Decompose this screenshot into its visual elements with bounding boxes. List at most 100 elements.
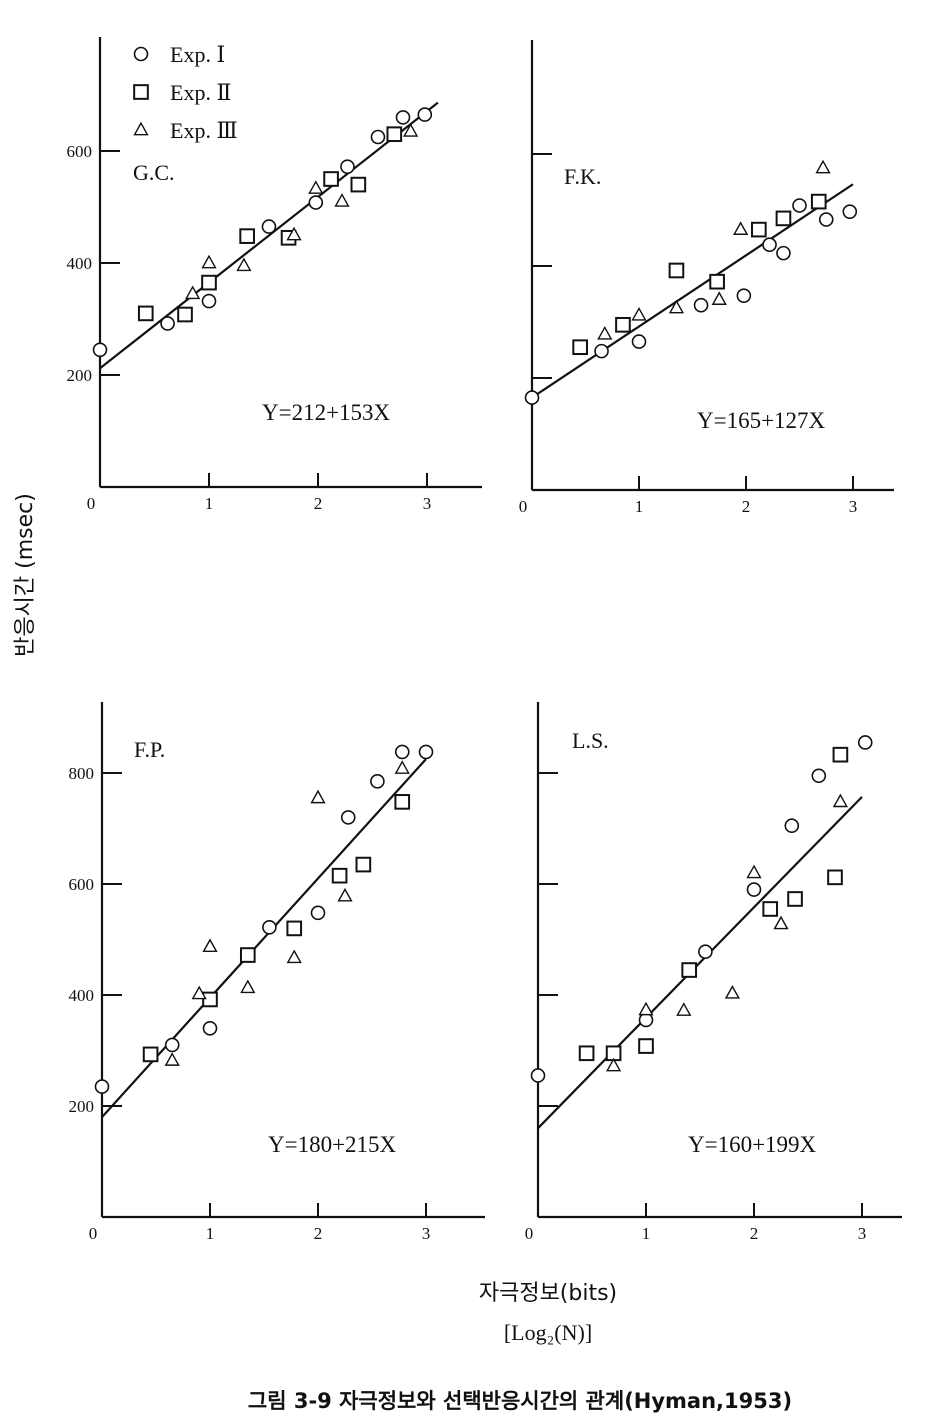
data-point-triangle: [240, 979, 256, 994]
data-point-triangle: [403, 123, 419, 137]
x-axis-label: 자극정보(bits): [479, 1281, 617, 1306]
x-tick-label: 2: [314, 494, 323, 513]
y-tick-label: 600: [69, 875, 95, 894]
x-tick-label: 2: [314, 1224, 323, 1243]
data-point-triangle: [724, 985, 741, 999]
data-point-circle: [842, 204, 858, 219]
data-point-square: [615, 316, 631, 333]
data-point-circle: [201, 293, 217, 309]
subject-label: F.P.: [134, 737, 165, 762]
data-point-triangle: [310, 789, 326, 804]
data-point-triangle: [815, 159, 831, 174]
data-point-circle: [811, 768, 827, 784]
x-axis-label-formula: [Log₂(N)]: [504, 1320, 592, 1345]
x-tick-label: 1: [205, 494, 214, 513]
x-tick-label: 1: [642, 1224, 651, 1243]
y-tick-label: 400: [67, 254, 93, 273]
data-point-square: [787, 891, 803, 907]
data-point-square: [286, 920, 303, 937]
data-point-circle: [736, 288, 752, 303]
data-point-square: [142, 1046, 159, 1063]
data-point-circle: [310, 905, 326, 921]
x-tick-label: 3: [422, 1224, 431, 1243]
regression-equation: Y=160+199X: [688, 1132, 817, 1157]
subject-label: F.K.: [564, 164, 601, 189]
x-tick-label: 2: [742, 497, 751, 516]
data-point-square: [239, 228, 255, 244]
data-point-square: [638, 1038, 654, 1054]
data-point-triangle: [605, 1057, 622, 1072]
legend-label: Exp. Ⅰ: [170, 42, 225, 67]
data-point-square: [681, 962, 698, 978]
x-tick-label: 3: [858, 1224, 867, 1243]
subject-label: G.C.: [133, 160, 175, 185]
regression-equation: Y=180+215X: [268, 1132, 397, 1157]
data-point-triangle: [746, 864, 762, 879]
data-point-circle: [792, 198, 807, 213]
data-point-triangle: [191, 985, 207, 1000]
data-point-circle: [818, 212, 834, 227]
data-point-circle: [776, 245, 791, 261]
data-point-triangle: [668, 299, 685, 314]
y-tick-label: 800: [69, 764, 95, 783]
data-point-triangle: [773, 915, 789, 930]
data-point-circle: [164, 1037, 180, 1053]
data-point-triangle: [337, 887, 353, 902]
data-point-square: [668, 262, 685, 279]
data-point-square: [201, 274, 217, 291]
regression-equation: Y=165+127X: [697, 408, 826, 433]
panel-fp: 0 1 2 3 200 400 600 800 F.P. Y=180+215X: [69, 702, 485, 1243]
y-tick-label: 200: [69, 1097, 95, 1116]
data-point-triangle: [394, 760, 410, 774]
data-point-square: [775, 210, 792, 227]
data-point-square: [323, 171, 339, 187]
data-point-circle: [746, 882, 762, 897]
data-point-square: [578, 1045, 595, 1062]
legend-marker-triangle: [133, 121, 149, 136]
data-point-circle: [308, 195, 324, 210]
data-point-circle: [698, 944, 713, 960]
data-point-circle: [693, 297, 709, 313]
x-tick-label: 1: [206, 1224, 215, 1243]
data-point-circle: [94, 1079, 110, 1094]
data-point-triangle: [733, 221, 749, 235]
data-point-square: [355, 856, 372, 873]
fit-line: [537, 796, 863, 1129]
data-point-triangle: [201, 254, 217, 269]
data-point-circle: [762, 237, 777, 253]
x-tick-label: 0: [87, 494, 96, 513]
fit-line: [531, 183, 854, 399]
data-point-circle: [261, 219, 277, 234]
data-point-circle: [784, 818, 800, 834]
subject-label: L.S.: [572, 728, 609, 753]
y-tick-label: 200: [67, 366, 93, 385]
data-point-triangle: [185, 285, 201, 300]
fit-line: [99, 101, 439, 370]
data-point-square: [177, 306, 193, 323]
data-point-triangle: [597, 326, 613, 340]
fit-line: [101, 758, 427, 1118]
x-tick-label: 0: [89, 1224, 98, 1243]
data-point-square: [709, 273, 725, 290]
data-point-triangle: [832, 793, 849, 808]
data-point-circle: [340, 810, 356, 825]
legend-marker-circle: [133, 46, 149, 62]
data-point-triangle: [236, 257, 252, 272]
data-point-square: [572, 339, 588, 356]
data-point-square: [810, 193, 827, 210]
data-point-triangle: [308, 180, 324, 194]
data-point-circle: [530, 1068, 546, 1083]
data-point-circle: [395, 110, 411, 125]
data-point-triangle: [638, 1001, 654, 1016]
figure-caption: 그림 3-9 자극정보와 선택반응시간의 관계(Hyman,1953): [248, 1389, 792, 1413]
data-point-circle: [857, 735, 873, 750]
x-tick-label: 0: [519, 497, 528, 516]
data-point-square: [239, 947, 256, 963]
data-point-circle: [340, 159, 355, 174]
data-point-square: [350, 176, 367, 193]
data-point-triangle: [202, 938, 218, 953]
data-point-square: [832, 746, 849, 763]
y-tick-label: 400: [69, 986, 95, 1005]
